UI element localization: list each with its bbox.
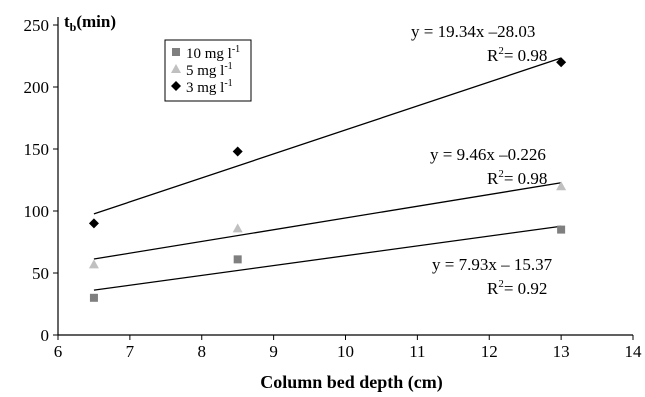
trendline-10mg bbox=[93, 225, 562, 291]
r2-label-10mg: R2= 0.92 bbox=[487, 278, 547, 298]
legend: 10 mg l-15 mg l-13 mg l-1 bbox=[164, 39, 252, 102]
data-point-3mg bbox=[232, 146, 243, 157]
y-axis-label-main: t bbox=[64, 12, 70, 31]
equation-label-10mg: y = 7.93x – 15.37 bbox=[432, 255, 553, 274]
legend-label-text: 10 mg l bbox=[186, 46, 232, 62]
y-tick-label: 200 bbox=[24, 78, 50, 97]
y-axis-label-subscript: b bbox=[70, 20, 77, 34]
legend-marker-10mg bbox=[172, 48, 180, 56]
data-point-5mg bbox=[556, 181, 567, 191]
legend-label-superscript: -1 bbox=[224, 78, 232, 89]
y-axis-label-unit: (min) bbox=[76, 12, 116, 31]
legend-marker-3mg bbox=[171, 81, 181, 91]
r2-prefix: R bbox=[487, 279, 499, 298]
x-tick-label: 10 bbox=[337, 342, 354, 361]
data-point-10mg bbox=[557, 225, 566, 234]
r2-superscript: 2 bbox=[498, 168, 504, 180]
legend-label-superscript: -1 bbox=[232, 44, 240, 55]
data-point-5mg bbox=[232, 223, 243, 233]
legend-marker-5mg bbox=[171, 64, 181, 73]
x-axis-label: Column bed depth (cm) bbox=[260, 372, 443, 393]
x-tick-label: 11 bbox=[409, 342, 425, 361]
x-tick-label: 6 bbox=[54, 342, 63, 361]
y-axis-label: tb(min) bbox=[64, 12, 116, 34]
y-tick-label: 250 bbox=[24, 16, 50, 35]
data-point-10mg bbox=[233, 255, 242, 264]
r2-prefix: R bbox=[487, 46, 499, 65]
x-tick-label: 12 bbox=[481, 342, 498, 361]
y-tick-label: 0 bbox=[41, 326, 50, 345]
r2-superscript: 2 bbox=[498, 278, 504, 290]
r2-value: = 0.92 bbox=[504, 279, 548, 298]
r2-label-3mg: R2= 0.98 bbox=[487, 45, 547, 65]
x-tick-label: 14 bbox=[625, 342, 643, 361]
y-tick-label: 100 bbox=[24, 202, 50, 221]
trendline-3mg bbox=[93, 57, 562, 215]
legend-label-text: 5 mg l bbox=[186, 63, 224, 79]
equation-label-5mg: y = 9.46x –0.226 bbox=[430, 145, 546, 164]
data-point-3mg bbox=[88, 218, 99, 229]
data-point-10mg bbox=[89, 293, 98, 302]
y-tick-label: 50 bbox=[32, 264, 49, 283]
x-tick-label: 8 bbox=[198, 342, 207, 361]
legend-label-superscript: -1 bbox=[224, 61, 232, 72]
r2-superscript: 2 bbox=[498, 45, 504, 57]
x-tick-label: 7 bbox=[126, 342, 135, 361]
data-point-5mg bbox=[88, 259, 99, 269]
y-tick-label: 150 bbox=[24, 140, 50, 159]
legend-label-10mg: 10 mg l-1 bbox=[186, 44, 240, 62]
equation-label-3mg: y = 19.34x –28.03 bbox=[411, 22, 535, 41]
legend-label-text: 3 mg l bbox=[186, 80, 224, 96]
x-tick-label: 13 bbox=[553, 342, 570, 361]
data-point-3mg bbox=[556, 57, 567, 68]
legend-label-5mg: 5 mg l-1 bbox=[186, 61, 233, 79]
r2-value: = 0.98 bbox=[504, 46, 548, 65]
r2-value: = 0.98 bbox=[504, 169, 548, 188]
trendline-5mg bbox=[93, 182, 562, 260]
r2-label-5mg: R2= 0.98 bbox=[487, 168, 547, 188]
legend-label-3mg: 3 mg l-1 bbox=[186, 78, 233, 96]
r2-prefix: R bbox=[487, 169, 499, 188]
x-tick-label: 9 bbox=[269, 342, 278, 361]
